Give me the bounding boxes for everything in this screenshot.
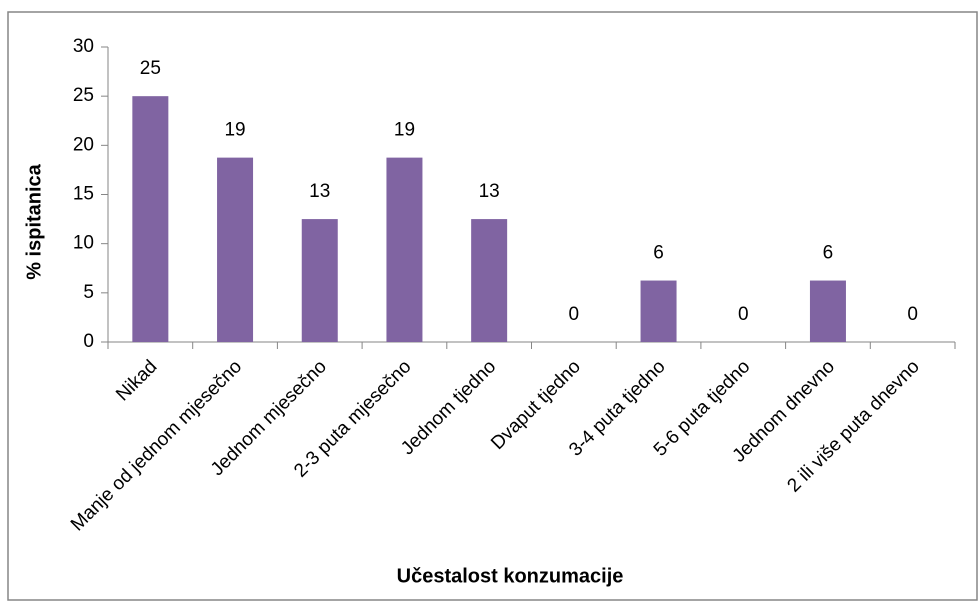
data-label: 0 — [738, 304, 749, 325]
bar — [386, 157, 423, 342]
y-axis-title: % ispitanica — [23, 163, 45, 279]
y-tick-label: 10 — [73, 233, 94, 254]
y-tick-label: 30 — [73, 36, 94, 57]
data-label: 25 — [140, 58, 161, 79]
bar — [301, 219, 338, 342]
data-label: 6 — [823, 243, 834, 264]
data-label: 19 — [224, 120, 245, 141]
y-tick-label: 15 — [73, 184, 94, 205]
data-label: 0 — [569, 304, 580, 325]
bar — [809, 280, 846, 342]
bar — [132, 96, 169, 343]
bar — [217, 157, 254, 342]
y-tick-label: 20 — [73, 134, 94, 155]
bar — [471, 219, 508, 342]
data-label: 0 — [907, 304, 918, 325]
data-label: 13 — [309, 181, 330, 202]
data-label: 6 — [653, 243, 664, 264]
data-label: 13 — [479, 181, 500, 202]
y-tick-label: 0 — [83, 331, 94, 352]
bar — [640, 280, 677, 342]
y-tick-label: 5 — [83, 282, 94, 303]
y-tick-label: 25 — [73, 85, 94, 106]
x-axis-title: Učestalost konzumacije — [397, 565, 624, 587]
data-label: 19 — [394, 120, 415, 141]
